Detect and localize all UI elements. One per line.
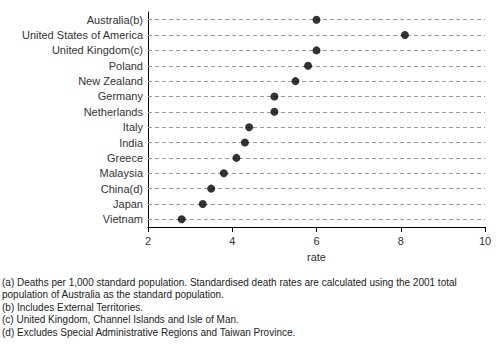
svg-text:Poland: Poland xyxy=(109,60,143,72)
svg-text:Netherlands: Netherlands xyxy=(84,106,144,118)
svg-text:8: 8 xyxy=(398,235,404,247)
svg-text:New Zealand: New Zealand xyxy=(78,75,143,87)
svg-text:(c) United Kingdom, Channel Is: (c) United Kingdom, Channel Islands and … xyxy=(2,314,239,325)
svg-text:population of Australia as the: population of Australia as the standard … xyxy=(2,289,224,300)
svg-text:4: 4 xyxy=(229,235,235,247)
svg-text:India: India xyxy=(119,137,144,149)
svg-text:Germany: Germany xyxy=(98,90,144,102)
svg-text:China(d): China(d) xyxy=(101,183,143,195)
svg-text:Italy: Italy xyxy=(123,121,144,133)
svg-text:rate: rate xyxy=(307,251,326,263)
svg-text:Australia(b): Australia(b) xyxy=(87,14,143,26)
svg-text:(a) Deaths per 1,000 standard: (a) Deaths per 1,000 standard population… xyxy=(2,277,460,288)
svg-text:Malaysia: Malaysia xyxy=(100,167,144,179)
svg-text:10: 10 xyxy=(479,235,491,247)
svg-text:United Kingdom(c): United Kingdom(c) xyxy=(52,44,143,56)
svg-text:Japan: Japan xyxy=(113,198,143,210)
svg-text:2: 2 xyxy=(145,235,151,247)
svg-text:(b) Includes External Territor: (b) Includes External Territories. xyxy=(2,302,143,313)
svg-text:United States of America: United States of America xyxy=(22,29,144,41)
svg-text:6: 6 xyxy=(313,235,319,247)
svg-text:Vietnam: Vietnam xyxy=(103,213,143,225)
svg-text:Greece: Greece xyxy=(107,152,143,164)
svg-text:(d) Excludes Special Administr: (d) Excludes Special Administrative Regi… xyxy=(2,327,295,338)
